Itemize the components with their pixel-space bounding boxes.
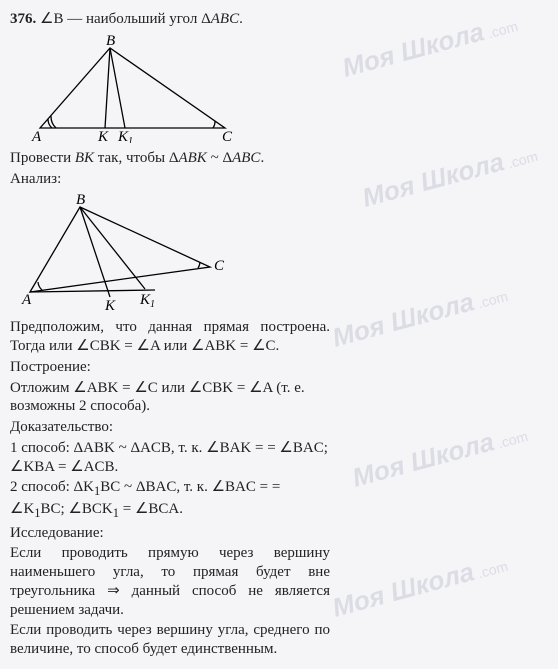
watermark: Моя Школа.com	[349, 417, 530, 493]
construct-line: Провести BK так, чтобы ΔABK ~ ΔABC.	[10, 149, 330, 168]
label-C2: C	[214, 258, 225, 274]
para-method1: 1 способ: ΔABK ~ ΔACB, т. к. ∠BAK = = ∠B…	[10, 439, 330, 477]
para-proof-label: Доказательство:	[10, 418, 330, 437]
problem-statement: 376. ∠B — наибольший угол ΔABC.	[10, 10, 330, 29]
para-build-label: Построение:	[10, 358, 330, 377]
label-A: A	[31, 129, 42, 143]
watermark: Моя Школа.com	[329, 547, 510, 623]
para-research2: Если проводить через вершину угла, средн…	[10, 621, 330, 659]
label-B2: B	[76, 192, 85, 208]
label-K12: K1	[139, 292, 155, 310]
para-assume: Предположим, что данная прямая построена…	[10, 318, 330, 356]
para-research-label: Исследование:	[10, 524, 330, 543]
label-A2: A	[21, 292, 32, 308]
label-C: C	[222, 129, 233, 143]
label-K1: K1	[117, 129, 133, 143]
para-research1: Если проводить прямую через вершину наим…	[10, 544, 330, 619]
para-method2: 2 способ: ΔK1BC ~ ΔBAC, т. к. ∠BAC = = ∠…	[10, 478, 330, 521]
analysis-label: Анализ:	[10, 170, 330, 189]
label-K: K	[97, 129, 109, 143]
para-build: Отложим ∠ABK = ∠C или ∠CBK = ∠A (т. е. в…	[10, 379, 330, 417]
problem-number: 376.	[10, 11, 36, 27]
figure-1: A B K K1 C	[10, 33, 240, 143]
watermark: Моя Школа.com	[329, 277, 510, 353]
label-B: B	[106, 33, 115, 49]
page-content: 376. ∠B — наибольший угол ΔABC. A B K K1…	[0, 0, 340, 669]
watermark: Моя Школа.com	[339, 7, 520, 83]
label-K2: K	[104, 298, 116, 312]
figure-2: A B C K K1	[10, 192, 240, 312]
statement-text: ∠B — наибольший угол ΔABC.	[40, 11, 243, 27]
watermark: Моя Школа.com	[359, 137, 540, 213]
